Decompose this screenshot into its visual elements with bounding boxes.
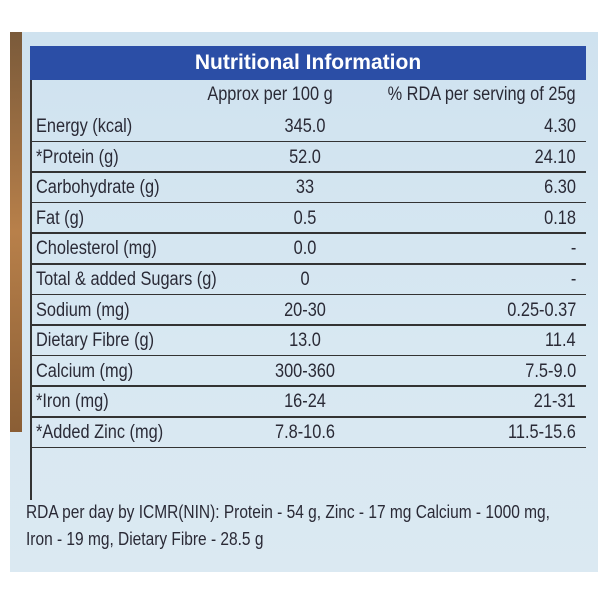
per-100g: 52.0 xyxy=(289,146,321,168)
per-100g: 13.0 xyxy=(289,330,321,352)
row-label: Carbohydrate (g) xyxy=(36,177,160,199)
row-rule xyxy=(30,354,586,357)
row-rule xyxy=(30,416,586,418)
column-header: Approx per 100 g xyxy=(207,84,333,105)
rda-value: - xyxy=(570,269,576,290)
rda-value: 11.4 xyxy=(545,330,576,352)
label-photo: Nutritional Information Approx per 100 g… xyxy=(10,32,598,572)
row-label: Dietary Fibre (g) xyxy=(36,330,155,352)
row-rule xyxy=(30,232,586,234)
per-100g: 0 xyxy=(300,269,310,290)
rda-value: 6.30 xyxy=(544,177,576,199)
per-100g: 16-24 xyxy=(284,391,326,413)
per-100g: 0.0 xyxy=(293,238,317,260)
per-100g: 33 xyxy=(295,177,315,199)
row-label: *Iron (mg) xyxy=(36,391,109,413)
rda-value: 21-31 xyxy=(534,391,576,413)
rda-value: 0.18 xyxy=(544,207,576,229)
per-100g: 0.5 xyxy=(293,207,317,229)
row-rule xyxy=(30,324,586,326)
row-rule xyxy=(30,263,586,265)
rda-value: 7.5-9.0 xyxy=(525,360,576,382)
footer-line: RDA per day by ICMR(NIN): Protein - 54 g… xyxy=(26,502,550,522)
row-rule xyxy=(30,385,586,387)
per-100g: 345.0 xyxy=(284,116,326,137)
row-rule xyxy=(30,201,586,204)
footer-line: Iron - 19 mg, Dietary Fibre - 28.5 g xyxy=(26,529,264,549)
rda-value: 24.10 xyxy=(535,146,576,168)
rda-value: 0.25-0.37 xyxy=(506,299,576,321)
row-label: *Added Zinc (mg) xyxy=(36,422,164,443)
row-rule xyxy=(30,446,586,449)
row-label: Energy (kcal) xyxy=(36,116,133,137)
rda-value: - xyxy=(570,238,576,260)
column-header: % RDA per serving of 25g xyxy=(387,84,576,105)
row-rule xyxy=(30,140,586,143)
row-label: Fat (g) xyxy=(36,207,85,229)
per-100g: 20-30 xyxy=(284,299,326,321)
rda-value: 4.30 xyxy=(544,116,576,137)
row-label: *Protein (g) xyxy=(36,146,119,168)
row-label: Cholesterol (mg) xyxy=(36,238,157,260)
row-label: Calcium (mg) xyxy=(36,360,134,382)
row-rule xyxy=(30,171,586,173)
row-label: Sodium (mg) xyxy=(36,299,130,321)
per-100g: 7.8-10.6 xyxy=(275,422,335,443)
table-border xyxy=(30,80,32,500)
row-label: Total & added Sugars (g) xyxy=(36,269,217,290)
title-band: Nutritional Information xyxy=(30,46,586,80)
rda-value: 11.5-15.6 xyxy=(508,422,576,443)
package-edge xyxy=(10,32,22,432)
row-rule xyxy=(30,293,586,296)
per-100g: 300-360 xyxy=(275,360,335,382)
